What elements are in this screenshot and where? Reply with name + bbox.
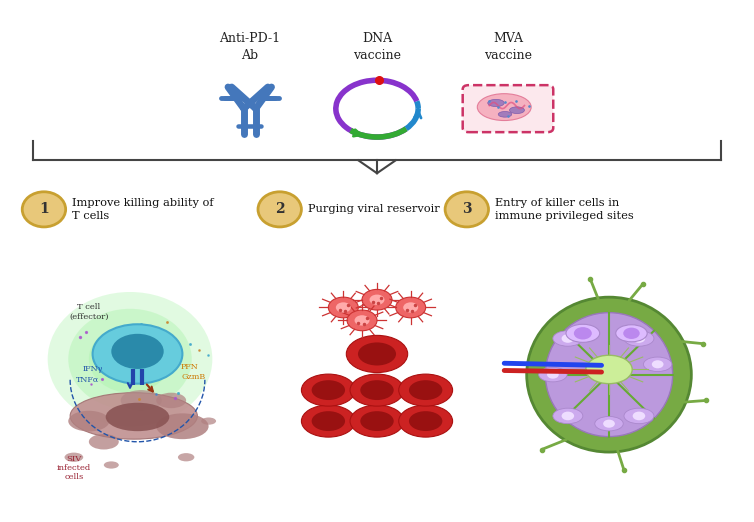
Ellipse shape bbox=[360, 411, 394, 431]
Text: Anti-PD-1
Ab: Anti-PD-1 Ab bbox=[219, 32, 280, 62]
Ellipse shape bbox=[178, 453, 195, 461]
Ellipse shape bbox=[346, 335, 408, 373]
Ellipse shape bbox=[488, 99, 504, 106]
Ellipse shape bbox=[69, 309, 192, 409]
Ellipse shape bbox=[201, 418, 216, 425]
Ellipse shape bbox=[258, 192, 302, 227]
Ellipse shape bbox=[302, 374, 355, 406]
Ellipse shape bbox=[89, 434, 119, 449]
Ellipse shape bbox=[70, 393, 198, 439]
Ellipse shape bbox=[89, 326, 171, 393]
Ellipse shape bbox=[510, 107, 525, 114]
Ellipse shape bbox=[643, 357, 672, 372]
Ellipse shape bbox=[553, 331, 583, 346]
Ellipse shape bbox=[350, 405, 404, 437]
Text: DNA
vaccine: DNA vaccine bbox=[353, 32, 401, 62]
Ellipse shape bbox=[445, 192, 489, 227]
Ellipse shape bbox=[69, 411, 109, 431]
Ellipse shape bbox=[616, 325, 647, 342]
Circle shape bbox=[362, 289, 392, 310]
Text: 3: 3 bbox=[462, 203, 471, 216]
Circle shape bbox=[633, 411, 645, 420]
Text: SIV
infected
cells: SIV infected cells bbox=[57, 455, 91, 481]
Ellipse shape bbox=[409, 411, 443, 431]
Ellipse shape bbox=[595, 417, 624, 431]
Text: PFN: PFN bbox=[181, 363, 199, 371]
Ellipse shape bbox=[477, 93, 531, 121]
Text: 1: 1 bbox=[39, 203, 49, 216]
Circle shape bbox=[369, 294, 385, 305]
Circle shape bbox=[603, 420, 615, 428]
Text: Improve killing ability of
T cells: Improve killing ability of T cells bbox=[72, 198, 214, 221]
Circle shape bbox=[562, 411, 574, 420]
Circle shape bbox=[547, 371, 559, 378]
Circle shape bbox=[336, 302, 351, 313]
Ellipse shape bbox=[409, 380, 443, 400]
Ellipse shape bbox=[566, 324, 599, 342]
Ellipse shape bbox=[350, 374, 404, 406]
Text: IFNγ: IFNγ bbox=[82, 365, 103, 373]
Circle shape bbox=[396, 297, 426, 318]
Ellipse shape bbox=[93, 324, 182, 384]
Text: T cell
(effector): T cell (effector) bbox=[69, 303, 109, 321]
Text: Purging viral reservoir: Purging viral reservoir bbox=[308, 204, 440, 215]
Ellipse shape bbox=[358, 342, 396, 365]
Ellipse shape bbox=[311, 380, 345, 400]
Circle shape bbox=[403, 302, 418, 313]
Circle shape bbox=[562, 334, 574, 343]
Circle shape bbox=[574, 327, 592, 339]
Ellipse shape bbox=[498, 112, 512, 117]
Ellipse shape bbox=[553, 408, 583, 424]
Circle shape bbox=[328, 297, 358, 318]
Text: 2: 2 bbox=[275, 203, 284, 216]
Circle shape bbox=[624, 328, 639, 339]
Ellipse shape bbox=[311, 411, 345, 431]
Ellipse shape bbox=[106, 403, 170, 431]
Circle shape bbox=[347, 310, 377, 331]
Ellipse shape bbox=[527, 297, 691, 452]
Ellipse shape bbox=[104, 461, 119, 469]
Ellipse shape bbox=[156, 413, 209, 439]
FancyBboxPatch shape bbox=[463, 85, 553, 132]
Ellipse shape bbox=[624, 331, 654, 346]
Ellipse shape bbox=[48, 292, 213, 426]
Circle shape bbox=[651, 360, 664, 369]
Ellipse shape bbox=[360, 380, 394, 400]
Ellipse shape bbox=[545, 313, 673, 436]
Text: TNFα: TNFα bbox=[75, 376, 99, 384]
Text: MVA
vaccine: MVA vaccine bbox=[484, 32, 532, 62]
Ellipse shape bbox=[156, 393, 186, 408]
Ellipse shape bbox=[586, 355, 632, 384]
Text: GzmB: GzmB bbox=[182, 373, 206, 381]
Ellipse shape bbox=[399, 374, 452, 406]
Ellipse shape bbox=[624, 408, 654, 424]
Circle shape bbox=[633, 334, 645, 343]
Ellipse shape bbox=[121, 390, 162, 411]
Ellipse shape bbox=[399, 405, 452, 437]
Ellipse shape bbox=[22, 192, 66, 227]
Text: Entry of killer cells in
immune privileged sites: Entry of killer cells in immune privileg… bbox=[495, 198, 634, 221]
Ellipse shape bbox=[112, 334, 164, 369]
Ellipse shape bbox=[302, 405, 355, 437]
Ellipse shape bbox=[538, 367, 567, 382]
Ellipse shape bbox=[65, 453, 83, 462]
Circle shape bbox=[354, 315, 369, 326]
